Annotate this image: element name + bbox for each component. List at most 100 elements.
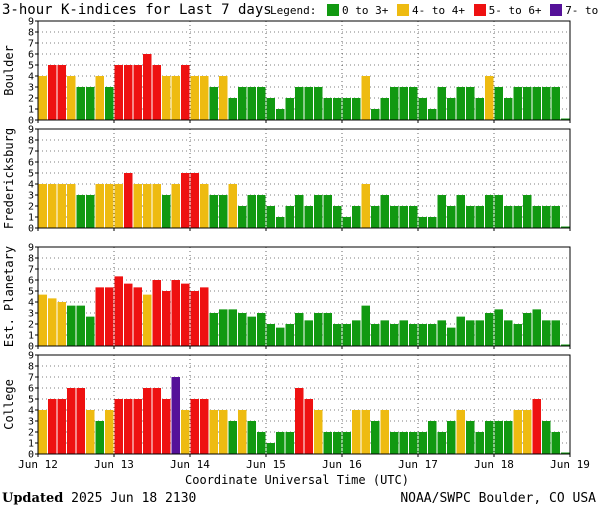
boulder-bar	[295, 87, 304, 120]
boulder-bar	[523, 87, 532, 120]
boulder-bar	[86, 87, 95, 120]
credit-text: NOAA/SWPC Boulder, CO USA	[400, 491, 596, 506]
fredericksburg-bar	[342, 217, 351, 228]
college-bar	[380, 410, 389, 454]
fredericksburg-y-tick-label: 7	[28, 147, 34, 158]
college-bar	[266, 443, 275, 454]
boulder-bar	[257, 87, 266, 120]
fredericksburg-y-tick-label: 1	[28, 213, 34, 224]
est-planetary-bar	[532, 309, 541, 346]
boulder-bar	[105, 87, 114, 120]
boulder-bar	[171, 76, 180, 120]
fredericksburg-bar	[247, 195, 256, 228]
college-bar	[485, 421, 494, 454]
chart-title: 3-hour K-indices for Last 7 days	[2, 2, 272, 18]
fredericksburg-bar	[95, 184, 104, 228]
fredericksburg-bar	[266, 206, 275, 228]
college-bar	[114, 399, 123, 454]
est-planetary-bar	[409, 324, 418, 346]
college-y-tick-label: 5	[28, 395, 34, 406]
est-planetary-bar	[57, 302, 66, 346]
college-bar	[342, 432, 351, 454]
boulder-bar	[285, 98, 294, 120]
updated-stamp: Updated 2025 Jun 18 2130	[2, 491, 196, 506]
college-bar	[238, 410, 247, 454]
est-planetary-bar	[456, 316, 465, 346]
college-bar	[162, 399, 171, 454]
est-planetary-bar	[333, 324, 342, 346]
est-planetary-bar	[485, 313, 494, 346]
est-planetary-bar	[257, 313, 266, 346]
fredericksburg-bar	[171, 184, 180, 228]
fredericksburg-bar	[551, 206, 560, 228]
college-bar	[295, 388, 304, 454]
est-planetary-bar	[181, 283, 190, 346]
boulder-bar	[361, 76, 370, 120]
fredericksburg-bar	[124, 173, 133, 228]
legend-item-green: 0 to 3+	[326, 4, 388, 17]
college-bar	[124, 399, 133, 454]
boulder-y-tick-label: 7	[28, 39, 34, 50]
fredericksburg-bar	[456, 195, 465, 228]
x-tick-label: Jun 15	[246, 458, 286, 471]
college-bar	[219, 410, 228, 454]
est-planetary-bar	[513, 324, 522, 346]
x-tick-label: Jun 12	[18, 458, 58, 471]
fredericksburg-bar	[152, 184, 161, 228]
boulder-bar	[133, 65, 142, 120]
fredericksburg-bar	[57, 184, 66, 228]
est-planetary-bar	[76, 305, 85, 346]
college-bar	[133, 399, 142, 454]
est-planetary-bar	[86, 316, 95, 346]
boulder-bar	[409, 87, 418, 120]
fredericksburg-bar	[219, 195, 228, 228]
boulder-bar	[371, 109, 380, 120]
fredericksburg-bar	[466, 206, 475, 228]
college-frame	[37, 354, 571, 455]
fredericksburg-bar	[285, 206, 294, 228]
est-planetary-bar	[361, 305, 370, 346]
fredericksburg-y-tick-label: 6	[28, 158, 34, 169]
boulder-y-tick-label: 8	[28, 28, 34, 39]
est-planetary-y-tick-label: 7	[28, 265, 34, 276]
boulder-y-tick-label: 1	[28, 105, 34, 116]
boulder-bar	[209, 87, 218, 120]
fredericksburg-bar	[38, 184, 47, 228]
est-planetary-y-tick-label: 4	[28, 298, 34, 309]
boulder-bar	[124, 65, 133, 120]
boulder-bar	[238, 87, 247, 120]
fredericksburg-bar	[181, 173, 190, 228]
college-bar	[437, 432, 446, 454]
est-planetary-bar	[285, 324, 294, 346]
est-planetary-bar	[504, 320, 513, 346]
college-bar	[371, 421, 380, 454]
college-bar	[257, 432, 266, 454]
legend-swatch-purple	[550, 4, 563, 16]
boulder-bar	[428, 109, 437, 120]
college-y-tick-label: 1	[28, 439, 34, 450]
boulder-bar	[333, 98, 342, 120]
boulder-bar	[266, 98, 275, 120]
est-planetary-y-tick-label: 3	[28, 309, 34, 320]
college-bar	[532, 399, 541, 454]
college-bar	[67, 388, 76, 454]
est-planetary-bar	[143, 294, 152, 346]
fredericksburg-bar	[209, 195, 218, 228]
boulder-bar	[437, 87, 446, 120]
boulder-y-tick-label: 3	[28, 83, 34, 94]
boulder-frame	[37, 20, 571, 121]
boulder-bar	[38, 76, 47, 120]
fredericksburg-y-tick-label: 5	[28, 169, 34, 180]
fredericksburg-bar	[257, 195, 266, 228]
fredericksburg-bar	[371, 206, 380, 228]
fredericksburg-bar	[304, 206, 313, 228]
title-row: 3-hour K-indices for Last 7 days Legend:…	[0, 0, 600, 22]
fredericksburg-bar	[276, 217, 285, 228]
est-planetary-y-tick-label: 1	[28, 331, 34, 342]
est-planetary-bar	[228, 309, 237, 346]
fredericksburg-bar	[105, 184, 114, 228]
fredericksburg-bar	[437, 195, 446, 228]
boulder-bar	[513, 87, 522, 120]
legend-swatch-yellow	[396, 4, 409, 16]
college-y-tick-label: 7	[28, 373, 34, 384]
